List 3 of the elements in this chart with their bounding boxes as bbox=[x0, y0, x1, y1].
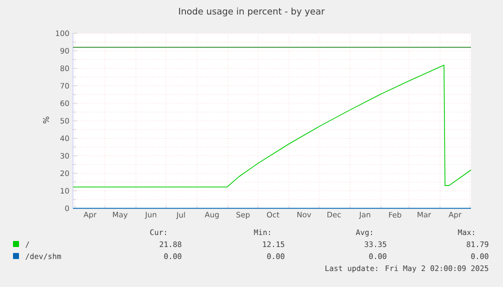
line-series bbox=[72, 64, 472, 188]
y-axis-title: % bbox=[42, 116, 50, 124]
chart-title: Inode usage in percent - by year bbox=[179, 8, 325, 16]
